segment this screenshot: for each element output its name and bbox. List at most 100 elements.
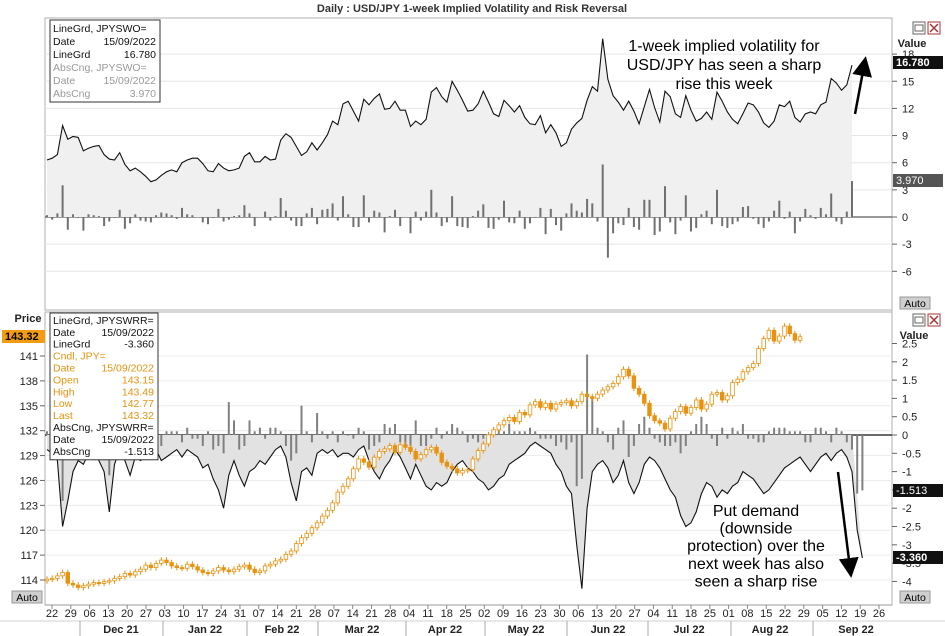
value-tick-label: -2.5 — [902, 522, 921, 534]
candle-body — [668, 417, 673, 430]
rr-change-bar — [669, 435, 672, 446]
rr-change-bar — [767, 431, 770, 435]
day-tick-label: 19 — [854, 608, 866, 620]
vol-change-bar — [222, 217, 225, 222]
rr-change-bar — [565, 435, 568, 450]
rr-change-bar — [409, 435, 412, 446]
vol-change-bar — [290, 217, 293, 221]
vol-change-bar — [82, 217, 85, 231]
day-tick-label: 24 — [215, 608, 227, 620]
candle-body — [278, 558, 283, 562]
vol-change-bar — [207, 217, 209, 225]
candle-body — [642, 393, 647, 404]
rr-change-bar — [451, 424, 454, 435]
vol-change-bar — [793, 217, 796, 234]
rr-change-bar — [747, 435, 750, 439]
rr-change-bar — [274, 427, 277, 435]
bottom-close-icon[interactable] — [927, 313, 941, 327]
vol-change-bar — [46, 215, 48, 217]
vol-change-bar — [118, 209, 121, 217]
annotation-line: rise this week — [676, 76, 774, 93]
top-auto-button[interactable]: Auto — [899, 296, 931, 310]
rr-change-bar — [809, 435, 812, 443]
rr-change-bar — [835, 427, 838, 435]
month-label: Jan 22 — [188, 624, 222, 636]
vol-change-bar — [503, 200, 505, 217]
usdjpy-candles — [44, 323, 803, 591]
rr-change-bar — [518, 431, 521, 435]
price-auto-button[interactable]: Auto — [11, 590, 43, 604]
info-value: -3.360 — [124, 339, 154, 351]
vol-change-bar — [783, 217, 786, 219]
rr-change-bar — [378, 435, 381, 443]
rr-change-bar — [217, 435, 220, 446]
month-label: Jun 22 — [591, 624, 626, 636]
rr-change-bar — [186, 427, 189, 435]
vol-change-bar — [627, 207, 630, 217]
vol-change-bar — [851, 181, 853, 217]
rr-change-bar — [336, 435, 339, 443]
value-tick-label: 1.5 — [902, 375, 917, 387]
rr-change-bar — [695, 424, 698, 435]
candle-body — [330, 502, 335, 511]
rr-change-bar — [555, 435, 557, 446]
vol-change-bar — [638, 217, 641, 230]
day-tick-label: 31 — [234, 608, 246, 620]
annotation-line: Put demand — [713, 503, 799, 520]
candle-body — [652, 415, 657, 422]
rr-change-bar — [606, 435, 609, 443]
day-tick-label: 25 — [459, 608, 471, 620]
value-tick-label: 0 — [902, 430, 908, 442]
top-arrow — [852, 56, 872, 115]
candle-body — [616, 376, 621, 384]
vol-change-bar — [217, 208, 220, 217]
vol-change-bar — [113, 217, 116, 218]
rr-change-bar — [290, 435, 293, 461]
day-tick-label: 29 — [65, 608, 77, 620]
rr-change-bar — [471, 435, 474, 439]
vol-change-bar — [129, 217, 132, 224]
day-tick-label: 17 — [196, 608, 208, 620]
info-label: Cndl, JPY= — [53, 351, 106, 363]
candle-body — [657, 420, 662, 424]
candle-body — [340, 485, 346, 493]
vol-change-bar — [622, 217, 625, 226]
rr-change-bar — [799, 431, 802, 435]
svg-text:16.780: 16.780 — [896, 57, 930, 69]
svg-text:3.970: 3.970 — [896, 175, 924, 187]
candle-body — [112, 577, 117, 582]
candle-body — [60, 572, 65, 577]
candle-body — [730, 382, 735, 397]
price-tick-label: 129 — [20, 451, 38, 463]
candle-body — [236, 566, 242, 570]
bottom-auto-button[interactable]: Auto — [899, 590, 931, 604]
rr-change-bar — [279, 431, 282, 435]
candle-body — [44, 578, 50, 582]
vol-change-bar — [212, 217, 215, 218]
candle-body — [538, 401, 543, 408]
month-label: Aug 22 — [752, 624, 789, 636]
rr-change-bar — [419, 435, 422, 446]
day-tick-label: 18 — [685, 608, 697, 620]
candle-body — [50, 577, 55, 580]
info-label: Open — [53, 374, 79, 386]
vol-change-bar — [819, 207, 822, 217]
candle-body — [268, 563, 273, 567]
info-label: Date — [53, 327, 75, 339]
candle-body — [491, 429, 496, 436]
candle-body — [584, 393, 590, 398]
candle-body — [205, 572, 211, 575]
candle-body — [418, 454, 424, 460]
top-maximize-icon[interactable] — [912, 21, 926, 35]
bottom-maximize-icon[interactable] — [912, 313, 926, 327]
top-close-icon[interactable] — [927, 21, 941, 35]
vol-change-bar — [331, 203, 334, 217]
info-value: 15/09/2022 — [103, 36, 156, 48]
rr-change-bar — [596, 427, 599, 435]
vol-change-bar — [736, 217, 739, 222]
top-tick-label: 9 — [902, 131, 908, 143]
top-annotation: 1-week implied volatility for USD/JPY has… — [627, 38, 822, 93]
candle-body — [294, 543, 299, 552]
vol-change-bar — [451, 196, 454, 217]
candle-body — [486, 434, 491, 445]
